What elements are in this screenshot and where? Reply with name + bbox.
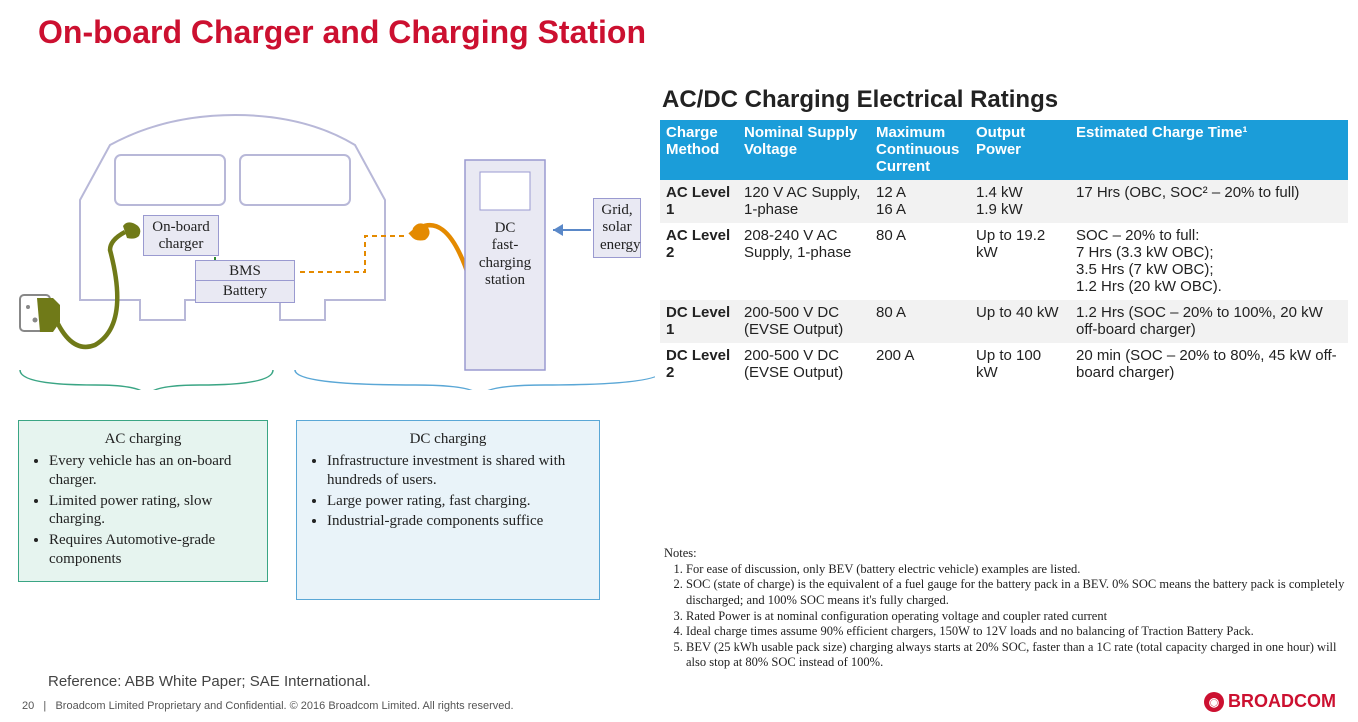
cell-time: 1.2 Hrs (SOC – 20% to 100%, 20 kW off-bo… — [1070, 300, 1348, 343]
ac-box-heading: AC charging — [31, 431, 255, 448]
th-time: Estimated Charge Time¹ — [1070, 120, 1348, 180]
cell-time: 17 Hrs (OBC, SOC² – 20% to full) — [1070, 180, 1348, 223]
ac-box-list: Every vehicle has an on-board charger. L… — [31, 452, 255, 569]
notes-list: For ease of discussion, only BEV (batter… — [664, 562, 1348, 671]
dc-box-list: Infrastructure investment is shared with… — [309, 452, 587, 531]
list-item: Ideal charge times assume 90% efficient … — [686, 624, 1348, 640]
cell-time: SOC – 20% to full: 7 Hrs (3.3 kW OBC); 3… — [1070, 223, 1348, 300]
th-method: Charge Method — [660, 120, 738, 180]
page-number: 20 — [22, 700, 34, 712]
th-power: Output Power — [970, 120, 1070, 180]
footer-copyright: Broadcom Limited Proprietary and Confide… — [55, 700, 513, 712]
table-row: AC Level 1120 V AC Supply, 1-phase12 A 1… — [660, 180, 1348, 223]
cell-power: 1.4 kW 1.9 kW — [970, 180, 1070, 223]
brand-icon: ◉ — [1204, 692, 1224, 712]
charging-diagram: On-board charger BMS Battery DC fast-cha… — [15, 100, 655, 390]
slide-title: On-board Charger and Charging Station — [38, 14, 646, 51]
list-item: Infrastructure investment is shared with… — [327, 452, 587, 490]
cell-method: AC Level 2 — [660, 223, 738, 300]
cell-current: 12 A 16 A — [870, 180, 970, 223]
cell-current: 80 A — [870, 223, 970, 300]
dc-box-heading: DC charging — [309, 431, 587, 448]
dc-charging-box: DC charging Infrastructure investment is… — [296, 420, 600, 600]
cell-current: 80 A — [870, 300, 970, 343]
table-notes: Notes: For ease of discussion, only BEV … — [664, 546, 1348, 671]
list-item: Rated Power is at nominal configuration … — [686, 609, 1348, 625]
list-item: Large power rating, fast charging. — [327, 492, 587, 511]
reference-text: Reference: ABB White Paper; SAE Internat… — [48, 673, 371, 690]
footer-text: 20 | Broadcom Limited Proprietary and Co… — [22, 700, 514, 712]
list-item: Every vehicle has an on-board charger. — [49, 452, 255, 490]
cell-voltage: 200-500 V DC (EVSE Output) — [738, 343, 870, 386]
cell-current: 200 A — [870, 343, 970, 386]
table-row: DC Level 1200-500 V DC (EVSE Output)80 A… — [660, 300, 1348, 343]
list-item: SOC (state of charge) is the equivalent … — [686, 577, 1348, 608]
cell-time: 20 min (SOC – 20% to 80%, 45 kW off-boar… — [1070, 343, 1348, 386]
diagram-svg — [15, 100, 655, 390]
table-title: AC/DC Charging Electrical Ratings — [662, 86, 1058, 114]
battery-label: Battery — [195, 280, 295, 303]
table-header-row: Charge Method Nominal Supply Voltage Max… — [660, 120, 1348, 180]
th-voltage: Nominal Supply Voltage — [738, 120, 870, 180]
notes-heading: Notes: — [664, 546, 1348, 562]
ratings-table: Charge Method Nominal Supply Voltage Max… — [660, 120, 1348, 385]
cell-voltage: 208-240 V AC Supply, 1-phase — [738, 223, 870, 300]
cell-method: DC Level 1 — [660, 300, 738, 343]
cell-method: DC Level 2 — [660, 343, 738, 386]
cell-power: Up to 19.2 kW — [970, 223, 1070, 300]
cell-power: Up to 40 kW — [970, 300, 1070, 343]
cell-voltage: 120 V AC Supply, 1-phase — [738, 180, 870, 223]
list-item: For ease of discussion, only BEV (batter… — [686, 562, 1348, 578]
table-row: DC Level 2200-500 V DC (EVSE Output)200 … — [660, 343, 1348, 386]
th-current: Maximum Continuous Current — [870, 120, 970, 180]
table-row: AC Level 2208-240 V AC Supply, 1-phase80… — [660, 223, 1348, 300]
cell-voltage: 200-500 V DC (EVSE Output) — [738, 300, 870, 343]
brand-name: BROADCOM — [1228, 691, 1336, 712]
list-item: BEV (25 kWh usable pack size) charging a… — [686, 640, 1348, 671]
list-item: Limited power rating, slow charging. — [49, 492, 255, 530]
cell-power: Up to 100 kW — [970, 343, 1070, 386]
grid-label: Grid, solar energy — [593, 198, 641, 258]
obc-label: On-board charger — [143, 215, 219, 256]
brand-logo: ◉ BROADCOM — [1204, 691, 1336, 712]
list-item: Industrial-grade components suffice — [327, 512, 587, 531]
ac-charging-box: AC charging Every vehicle has an on-boar… — [18, 420, 268, 582]
cell-method: AC Level 1 — [660, 180, 738, 223]
list-item: Requires Automotive-grade components — [49, 531, 255, 569]
dc-station-label: DC fast-charging station — [469, 220, 541, 289]
